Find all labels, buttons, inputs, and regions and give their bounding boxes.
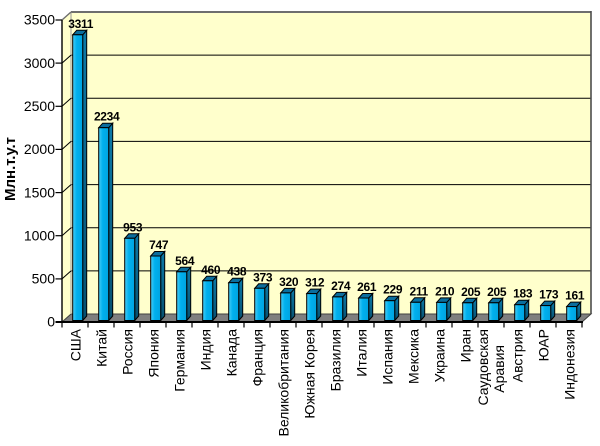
svg-text:Млн.т.у.т: Млн.т.у.т	[2, 137, 19, 201]
svg-text:500: 500	[32, 271, 56, 287]
svg-text:Великобритания: Великобритания	[276, 329, 292, 437]
svg-text:261: 261	[357, 280, 377, 294]
svg-text:211: 211	[409, 284, 428, 298]
svg-text:Украина: Украина	[432, 329, 448, 383]
svg-text:747: 747	[149, 238, 169, 252]
svg-text:Мексика: Мексика	[406, 329, 422, 384]
svg-text:953: 953	[123, 220, 143, 234]
svg-text:173: 173	[539, 288, 559, 302]
svg-text:Канада: Канада	[224, 329, 240, 377]
svg-text:Германия: Германия	[172, 329, 188, 392]
svg-text:3311: 3311	[68, 17, 93, 31]
svg-text:1500: 1500	[24, 184, 55, 200]
svg-text:3000: 3000	[24, 55, 55, 71]
svg-text:373: 373	[253, 270, 273, 284]
svg-text:Аравия: Аравия	[491, 345, 507, 393]
svg-text:161: 161	[565, 289, 585, 303]
svg-text:1000: 1000	[24, 227, 55, 243]
svg-text:США: США	[68, 328, 84, 361]
svg-text:2500: 2500	[24, 98, 55, 114]
svg-text:2234: 2234	[94, 110, 120, 124]
svg-text:Бразилия: Бразилия	[328, 329, 344, 391]
svg-text:564: 564	[175, 254, 195, 268]
svg-text:0: 0	[47, 314, 55, 330]
svg-text:Иран: Иран	[458, 329, 474, 362]
svg-text:320: 320	[279, 275, 299, 289]
svg-text:183: 183	[513, 287, 533, 301]
svg-text:Австрия: Австрия	[510, 329, 526, 382]
svg-text:Индия: Индия	[198, 329, 214, 370]
svg-text:Китай: Китай	[94, 329, 110, 367]
svg-text:229: 229	[383, 283, 403, 297]
svg-text:Россия: Россия	[120, 329, 136, 375]
svg-text:Япония: Япония	[146, 329, 162, 378]
svg-text:ЮАР: ЮАР	[536, 329, 552, 361]
svg-text:Италия: Италия	[354, 329, 370, 377]
svg-text:460: 460	[201, 263, 221, 277]
svg-text:3500: 3500	[24, 12, 55, 28]
svg-text:Саудовская: Саудовская	[475, 329, 491, 405]
svg-text:205: 205	[487, 285, 507, 299]
svg-text:205: 205	[461, 285, 481, 299]
svg-text:Испания: Испания	[380, 329, 396, 385]
svg-text:312: 312	[305, 276, 325, 290]
svg-text:Франция: Франция	[250, 329, 266, 386]
svg-text:2000: 2000	[24, 141, 55, 157]
svg-text:274: 274	[331, 279, 351, 293]
svg-text:Индонезия: Индонезия	[562, 329, 578, 400]
svg-text:438: 438	[227, 265, 247, 279]
svg-text:Южная Корея: Южная Корея	[302, 329, 318, 419]
svg-text:210: 210	[435, 284, 455, 298]
